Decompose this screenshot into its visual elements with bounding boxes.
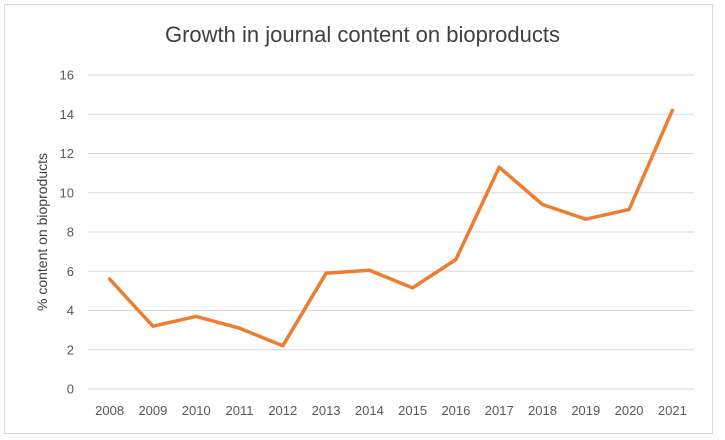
x-tick-label: 2016: [441, 403, 470, 418]
y-axis-label: % content on bioproducts: [34, 153, 50, 311]
data-point-2018: [541, 203, 544, 207]
series-group: [107, 108, 675, 348]
x-tick-label: 2009: [138, 403, 167, 418]
y-tick-label: 8: [67, 225, 74, 240]
x-tick-label: 2017: [485, 403, 514, 418]
data-point-2014: [367, 268, 371, 272]
data-point-2015: [411, 286, 415, 290]
data-point-2016: [454, 257, 458, 261]
gridlines: [88, 74, 694, 390]
y-tick-label: 4: [67, 303, 74, 318]
x-tick-label: 2008: [95, 403, 124, 418]
series-line: [107, 108, 675, 348]
x-tick-label: 2015: [398, 403, 427, 418]
chart-title: Growth in journal content on bioproducts: [164, 22, 560, 47]
x-tick-label: 2018: [528, 403, 557, 418]
y-tick-label: 12: [60, 146, 74, 161]
data-point-2010: [194, 314, 198, 318]
y-tick-label: 6: [67, 264, 74, 279]
data-point-2019: [584, 217, 588, 221]
y-tick-label: 0: [67, 382, 74, 397]
data-point-2013: [324, 271, 328, 275]
x-tick-label: 2011: [226, 403, 254, 418]
x-tick-label: 2020: [615, 403, 644, 418]
data-point-2009: [151, 324, 155, 328]
data-point-2017: [497, 165, 501, 169]
data-point-2012: [281, 344, 285, 348]
y-tick-label: 16: [60, 68, 74, 83]
x-tick-label: 2010: [182, 403, 211, 418]
chart-frame: [4, 4, 713, 434]
y-tick-label: 10: [60, 185, 74, 200]
x-tick-label: 2021: [658, 403, 687, 418]
data-point-2008: [108, 277, 112, 281]
x-axis-ticks: 2008 2009 2010 2011 2012 2013 2014 2015 2016 2017…: [95, 403, 687, 418]
y-axis-ticks: 0 2 4 6 8 10 12 14 16: [60, 68, 74, 397]
y-tick-label: 14: [60, 107, 74, 122]
data-point-2020: [627, 207, 631, 211]
data-point-2011: [238, 326, 241, 330]
x-tick-label: 2013: [312, 403, 341, 418]
x-tick-label: 2019: [571, 403, 600, 418]
x-tick-label: 2012: [268, 403, 297, 418]
y-tick-label: 2: [67, 342, 74, 357]
x-tick-label: 2014: [355, 403, 384, 418]
data-point-2021: [670, 108, 674, 112]
